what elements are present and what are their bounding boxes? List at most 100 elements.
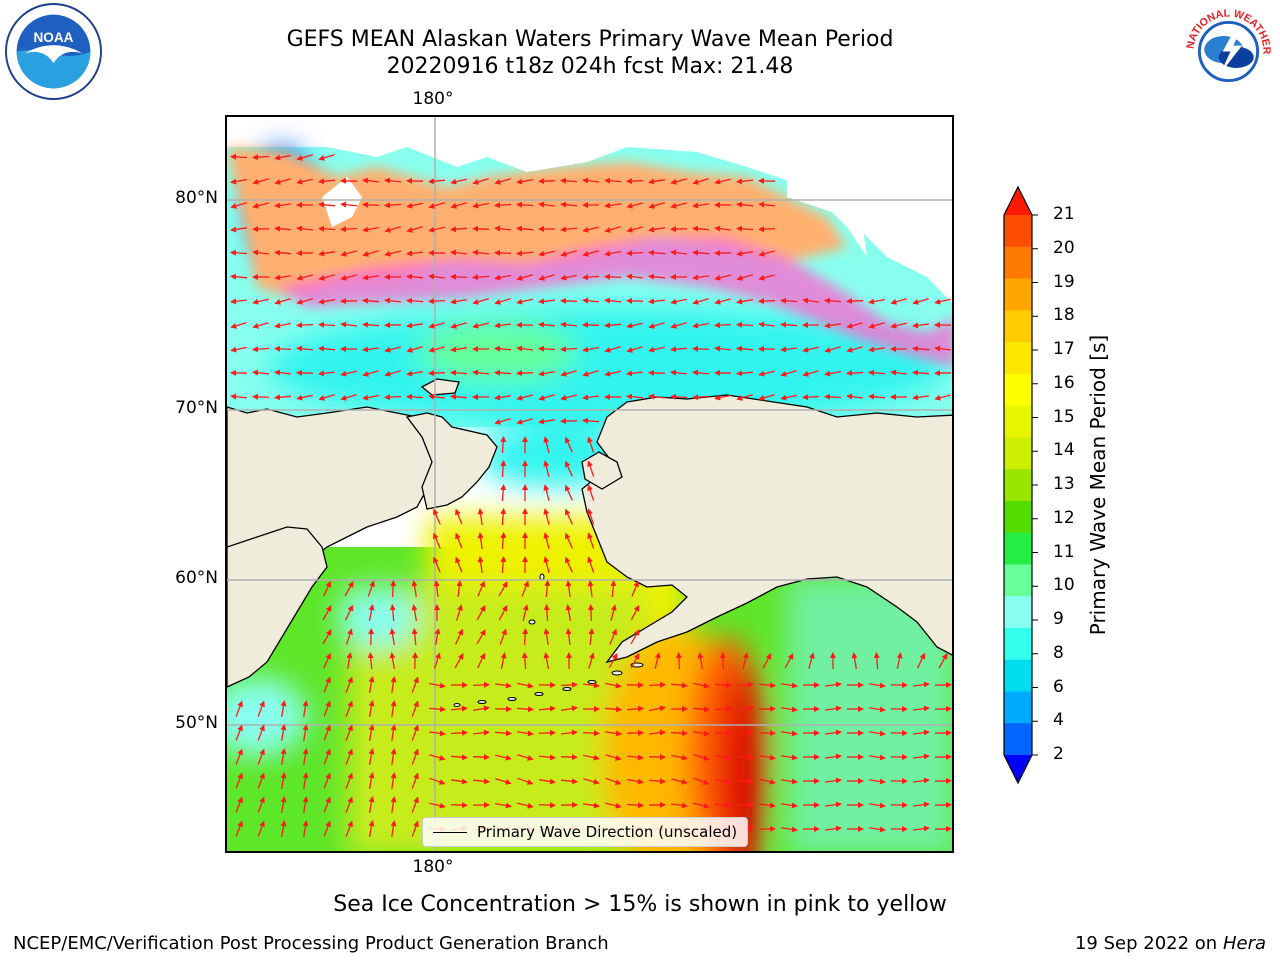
wave-arrow <box>648 778 666 785</box>
wave-arrow <box>692 298 709 305</box>
wave-arrow <box>604 346 621 353</box>
wave-arrow <box>433 580 440 597</box>
wave-arrow <box>406 322 423 329</box>
wave-arrow <box>846 393 863 400</box>
wave-arrow <box>605 802 622 809</box>
wave-arrow <box>583 682 600 689</box>
lon-label-bottom: 180° <box>412 857 454 877</box>
wave-arrow <box>516 418 533 425</box>
wave-arrow <box>564 436 573 453</box>
colorbar-band <box>1004 564 1032 597</box>
colorbar-band <box>1004 342 1032 375</box>
wave-arrow <box>280 724 287 742</box>
wave-arrow <box>517 730 534 737</box>
wave-arrow <box>390 724 397 741</box>
wave-arrow <box>802 297 819 304</box>
wave-arrow <box>274 394 292 401</box>
wave-arrow <box>560 177 578 184</box>
wave-arrow <box>428 226 445 233</box>
wave-arrow <box>455 556 463 573</box>
wave-arrow <box>780 297 798 304</box>
colorbar-bottom-triangle <box>1004 755 1032 783</box>
wave-arrow <box>472 298 489 305</box>
wave-arrow <box>543 532 550 549</box>
wave-arrow <box>538 729 556 736</box>
wave-arrow <box>715 754 732 761</box>
wave-arrow <box>868 322 885 329</box>
wave-arrow <box>692 706 710 713</box>
wave-arrow <box>472 369 489 376</box>
land-alaska <box>581 394 952 664</box>
wave-arrow <box>714 345 731 352</box>
wave-arrow <box>868 298 886 305</box>
wave-arrow <box>582 417 600 424</box>
wave-arrow <box>318 345 336 352</box>
wave-arrow <box>494 369 512 376</box>
wave-arrow <box>808 652 815 669</box>
wave-arrow <box>345 676 353 693</box>
wave-arrow <box>912 369 930 376</box>
wave-arrow <box>587 460 595 477</box>
wave-arrow <box>869 706 886 713</box>
wave-arrow <box>587 532 595 549</box>
wave-arrow <box>362 321 380 328</box>
wave-arrow <box>322 605 332 621</box>
wave-arrow <box>451 705 468 712</box>
wave-arrow <box>384 346 401 353</box>
wave-arrow <box>389 652 396 670</box>
wave-arrow <box>913 777 930 784</box>
wave-arrow <box>323 700 331 717</box>
wave-arrow <box>433 652 441 669</box>
wave-arrow <box>912 322 929 329</box>
wave-arrow <box>714 682 732 689</box>
wave-arrow <box>561 729 578 736</box>
footer-date: 19 Sep 2022 on Hera <box>1075 933 1266 954</box>
wave-arrow <box>428 346 445 353</box>
wave-arrow <box>434 628 441 646</box>
wave-arrow <box>230 226 247 233</box>
wave-arrow <box>455 628 464 645</box>
wave-arrow <box>390 676 397 693</box>
wave-arrow <box>714 298 731 305</box>
wave-arrow <box>737 729 754 736</box>
wave-arrow <box>582 226 599 233</box>
wave-arrow <box>582 370 599 377</box>
wave-arrow <box>736 681 754 688</box>
footer-date-text: 19 Sep 2022 on <box>1074 933 1218 954</box>
wave-arrow <box>495 754 512 761</box>
wave-arrow <box>367 580 375 597</box>
wave-arrow <box>368 700 375 718</box>
wave-arrow <box>230 346 247 353</box>
wave-arrow <box>340 394 357 401</box>
wave-arrow <box>605 777 622 785</box>
wave-arrow <box>495 682 512 689</box>
wave-arrow <box>630 605 640 621</box>
wave-arrow <box>582 346 600 353</box>
wave-arrow <box>323 580 331 597</box>
wave-arrow <box>758 682 776 689</box>
wave-arrow <box>411 604 418 622</box>
wave-arrow <box>235 748 243 765</box>
wave-arrow <box>693 730 710 737</box>
wave-arrow <box>411 796 419 813</box>
wave-arrow <box>302 796 309 814</box>
wave-arrow <box>714 322 732 329</box>
colorbar-band <box>1004 278 1032 311</box>
sea-ice-edge-pink <box>277 237 952 366</box>
colorbar-tick-label: 15 <box>1053 406 1075 427</box>
wave-arrow <box>697 652 704 670</box>
wave-arrow <box>494 178 511 185</box>
colorbar-tick-label: 6 <box>1053 676 1064 697</box>
wave-arrow <box>538 778 556 785</box>
wave-arrow <box>280 796 287 814</box>
wave-arrow <box>604 297 622 304</box>
wave-arrow <box>389 604 396 622</box>
wave-arrow <box>472 754 490 761</box>
wave-arrow <box>406 273 424 280</box>
wave-arrow <box>340 201 357 208</box>
wave-arrow <box>543 484 550 501</box>
wave-arrow <box>543 604 550 622</box>
wave-arrow <box>345 796 353 813</box>
wave-arrow <box>630 653 640 669</box>
wave-arrow <box>934 394 951 401</box>
